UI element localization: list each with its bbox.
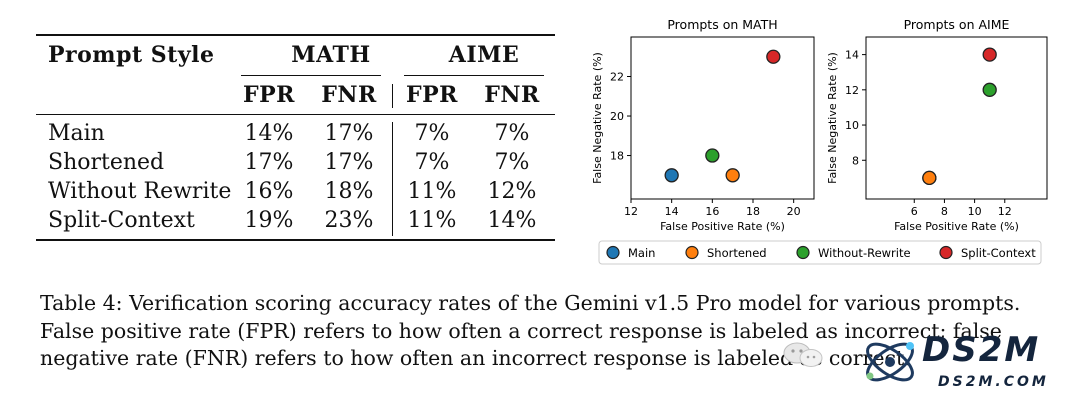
table-cell: 7% xyxy=(414,121,450,146)
wechat-watermark-icon xyxy=(782,340,826,374)
plot-title: Prompts on MATH xyxy=(667,17,777,32)
column-header-prompt-style: Prompt Style xyxy=(48,42,215,68)
x-tick-label: 10 xyxy=(968,205,982,218)
data-point-main xyxy=(664,168,679,183)
watermark-site: DS2M.COM xyxy=(938,374,1049,390)
data-point-split-context xyxy=(982,47,997,62)
x-tick-label: 6 xyxy=(911,205,918,218)
table-cell: 17% xyxy=(324,150,374,175)
row-label: Shortened xyxy=(48,150,165,175)
table-cell: 23% xyxy=(324,208,374,233)
x-axis-label: False Positive Rate (%) xyxy=(660,220,785,233)
aime-scatter-plot: Prompts on AIME 6 8 10 12 8 10 12 14 False Positi… xyxy=(826,17,1048,233)
group-header-math: MATH xyxy=(291,42,371,68)
table-cell: 11% xyxy=(407,208,457,233)
legend-label: Without-Rewrite xyxy=(818,246,911,260)
table-top-rule xyxy=(36,34,555,36)
table-cell: 17% xyxy=(244,150,294,175)
plot-frame xyxy=(630,36,815,200)
y-axis-label: False Negative Rate (%) xyxy=(826,52,839,184)
x-tick-label: 12 xyxy=(624,205,638,218)
table-cell: 7% xyxy=(414,150,450,175)
plot-title: Prompts on AIME xyxy=(904,17,1010,32)
y-tick-label: 22 xyxy=(610,71,624,84)
y-axis-label: False Negative Rate (%) xyxy=(591,52,604,184)
table-cell: 17% xyxy=(324,121,374,146)
math-cmidrule xyxy=(241,75,381,76)
table-cell: 16% xyxy=(244,179,294,204)
data-point-without-rewrite xyxy=(705,148,720,163)
data-point-shortened xyxy=(725,168,740,183)
watermark-brand: DS2M xyxy=(922,330,1041,370)
x-tick-label: 20 xyxy=(787,205,801,218)
table-cell: 19% xyxy=(244,208,294,233)
x-tick-label: 14 xyxy=(665,205,679,218)
table-header-rule xyxy=(36,114,555,115)
row-label: Without Rewrite xyxy=(48,179,232,204)
table-cell: 18% xyxy=(324,179,374,204)
y-tick-label: 10 xyxy=(845,119,859,132)
header-column-separator xyxy=(392,84,393,108)
legend-marker xyxy=(685,245,699,260)
body-column-separator xyxy=(392,122,393,236)
table-cell: 11% xyxy=(407,179,457,204)
ds2m-logo-icon xyxy=(858,330,922,398)
group-header-aime: AIME xyxy=(448,42,520,68)
metric-header-math-fnr: FNR xyxy=(321,82,377,108)
metric-header-math-fpr: FPR xyxy=(243,82,295,108)
row-label: Main xyxy=(48,121,105,146)
x-tick-label: 18 xyxy=(746,205,760,218)
data-point-split-context xyxy=(766,49,781,64)
table-cell: 12% xyxy=(487,179,537,204)
y-tick-label: 20 xyxy=(610,110,624,123)
table-caption: Table 4: Verification scoring accuracy r… xyxy=(40,291,1021,370)
plot-frame xyxy=(865,36,1048,200)
x-axis-label: False Positive Rate (%) xyxy=(894,220,1019,233)
y-tick-label: 12 xyxy=(845,84,859,97)
legend-frame xyxy=(598,240,1042,265)
table-cell: 14% xyxy=(487,208,537,233)
legend-marker xyxy=(606,245,620,260)
metric-header-aime-fnr: FNR xyxy=(484,82,540,108)
x-tick-label: 16 xyxy=(705,205,719,218)
metric-header-aime-fpr: FPR xyxy=(406,82,458,108)
x-tick-label: 12 xyxy=(998,205,1012,218)
math-scatter-plot: Prompts on MATH 12 14 16 18 20 18 20 22 False Pos… xyxy=(591,17,815,233)
table-cell: 7% xyxy=(494,150,530,175)
table-bottom-rule xyxy=(36,239,555,241)
y-tick-label: 8 xyxy=(852,154,859,167)
chart-legend: Main Shortened Without-Rewrite Split-Contex… xyxy=(598,240,1042,265)
data-point-without-rewrite xyxy=(982,82,997,97)
table-cell: 14% xyxy=(244,121,294,146)
row-label: Split-Context xyxy=(48,208,195,233)
table-cell: 7% xyxy=(494,121,530,146)
legend-marker xyxy=(939,245,953,260)
y-tick-label: 18 xyxy=(610,150,624,163)
data-point-shortened xyxy=(922,170,937,186)
legend-label: Shortened xyxy=(707,246,767,260)
x-tick-label: 8 xyxy=(941,205,948,218)
legend-label: Split-Context xyxy=(961,246,1036,260)
legend-marker xyxy=(796,245,810,260)
scatter-charts-figure: Prompts on MATH 12 14 16 18 20 18 20 22 False Pos… xyxy=(591,17,1048,265)
y-tick-label: 14 xyxy=(845,49,859,62)
aime-cmidrule xyxy=(404,75,544,76)
legend-label: Main xyxy=(628,246,655,260)
